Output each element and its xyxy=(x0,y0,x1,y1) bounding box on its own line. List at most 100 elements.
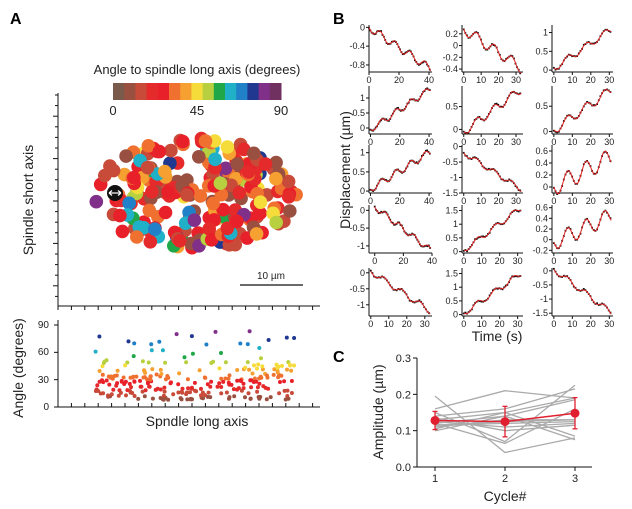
angle-point xyxy=(247,329,252,334)
data-point xyxy=(505,58,507,60)
subplot-ytick-label: 1 xyxy=(453,219,458,229)
angle-point xyxy=(284,335,289,340)
subplot-xtick-label: 10 xyxy=(567,256,577,266)
angle-point xyxy=(116,393,121,398)
c-ytick-label: 0.2 xyxy=(396,389,411,401)
particle-dot xyxy=(218,161,233,176)
angle-point xyxy=(226,380,231,385)
time-xlabel: Time (s) xyxy=(472,328,523,344)
angle-point xyxy=(188,390,192,395)
angle-point xyxy=(149,348,154,353)
angle-point xyxy=(260,364,265,369)
angle-point xyxy=(238,341,243,346)
particle-dot xyxy=(148,222,162,236)
data-point xyxy=(552,66,555,69)
data-point xyxy=(418,299,421,302)
data-point xyxy=(369,269,372,272)
particle-dot xyxy=(89,194,104,209)
subplot: 0 0.5 0 10 20 30 xyxy=(445,86,523,147)
angle-point xyxy=(231,387,236,392)
data-point xyxy=(418,63,420,66)
subplot-ytick-label: 0.6 xyxy=(535,203,548,213)
subplot-xtick-label: 10 xyxy=(384,319,394,329)
angle-point xyxy=(208,384,213,389)
particle-dot xyxy=(106,163,121,178)
data-point xyxy=(554,130,557,133)
angle-ytick-60: 60 xyxy=(38,347,50,358)
angle-point xyxy=(250,371,255,376)
data-point xyxy=(388,119,390,122)
colorbar xyxy=(113,83,282,100)
particle-dot xyxy=(269,215,284,230)
subplot-ytick-label: -0.4 xyxy=(442,64,458,74)
angle-point xyxy=(227,396,231,401)
subplot-ytick-label: 0.5 xyxy=(352,167,365,177)
angle-point xyxy=(101,360,106,365)
angle-point xyxy=(289,368,294,373)
c-xtick-label: 3 xyxy=(572,473,578,485)
data-point xyxy=(424,149,427,152)
data-point xyxy=(426,87,429,90)
angle-point xyxy=(158,367,163,372)
data-point xyxy=(496,287,499,290)
data-point xyxy=(594,41,597,44)
angle-point xyxy=(140,389,145,394)
colorbar-title: Angle to spindle long axis (degrees) xyxy=(94,62,301,77)
angle-point xyxy=(259,356,263,361)
data-point xyxy=(609,30,612,33)
subplot-xtick-label: 0 xyxy=(461,137,466,147)
angle-point xyxy=(219,351,223,355)
colorbar-segment xyxy=(124,83,136,100)
particle-dot xyxy=(161,185,175,199)
particle-dot xyxy=(143,235,158,249)
angle-point xyxy=(154,372,159,377)
particle-dot xyxy=(241,165,256,179)
data-point xyxy=(380,30,383,32)
data-point xyxy=(480,300,483,303)
data-point xyxy=(488,294,491,297)
subplot-ytick-label: -0.2 xyxy=(532,245,548,255)
angle-point xyxy=(110,376,115,381)
angle-point xyxy=(150,396,155,401)
angle-point xyxy=(189,386,194,391)
data-point xyxy=(425,244,428,247)
data-point xyxy=(497,103,500,106)
particle-dot xyxy=(208,152,222,167)
particle-dot xyxy=(140,160,155,175)
angle-point xyxy=(128,375,133,380)
data-point xyxy=(516,209,518,212)
subplot-ytick-label: 1 xyxy=(453,282,458,292)
angle-point xyxy=(160,348,165,353)
angle-point xyxy=(190,351,195,356)
subplot-ytick-label: 0.5 xyxy=(445,233,458,243)
subplot-xtick-label: 0 xyxy=(461,196,466,206)
subplot-xtick-label: 20 xyxy=(402,319,412,329)
angle-point xyxy=(119,379,124,384)
subplot: 0-0.5-10 10 20 30 xyxy=(349,268,432,329)
data-point xyxy=(466,250,468,253)
angle-point xyxy=(221,379,226,384)
particle-dot xyxy=(130,230,144,244)
angle-point xyxy=(203,393,207,398)
data-point xyxy=(596,302,599,305)
angle-point xyxy=(252,363,256,368)
data-point xyxy=(374,32,377,35)
angle-point xyxy=(107,382,112,387)
angle-point xyxy=(203,375,208,380)
subplot-ytick-label: -1 xyxy=(357,241,365,251)
data-point xyxy=(470,158,473,160)
angle-point xyxy=(285,388,290,393)
angle-point xyxy=(257,381,262,386)
subplot-xtick-label: 10 xyxy=(477,256,487,266)
particle-dot xyxy=(204,233,219,247)
angle-point xyxy=(283,397,288,402)
scale-bar-label: 10 µm xyxy=(257,271,285,282)
angle-point xyxy=(248,396,253,401)
fit-curve xyxy=(553,269,612,315)
data-point xyxy=(415,161,418,164)
subplot: 0 0.5 1 0 20 40 xyxy=(352,145,434,206)
subplot: 0 0.5 1 0 20 40 xyxy=(352,86,434,147)
subplot-ytick-label: 1.5 xyxy=(445,205,458,215)
data-point xyxy=(472,156,475,159)
